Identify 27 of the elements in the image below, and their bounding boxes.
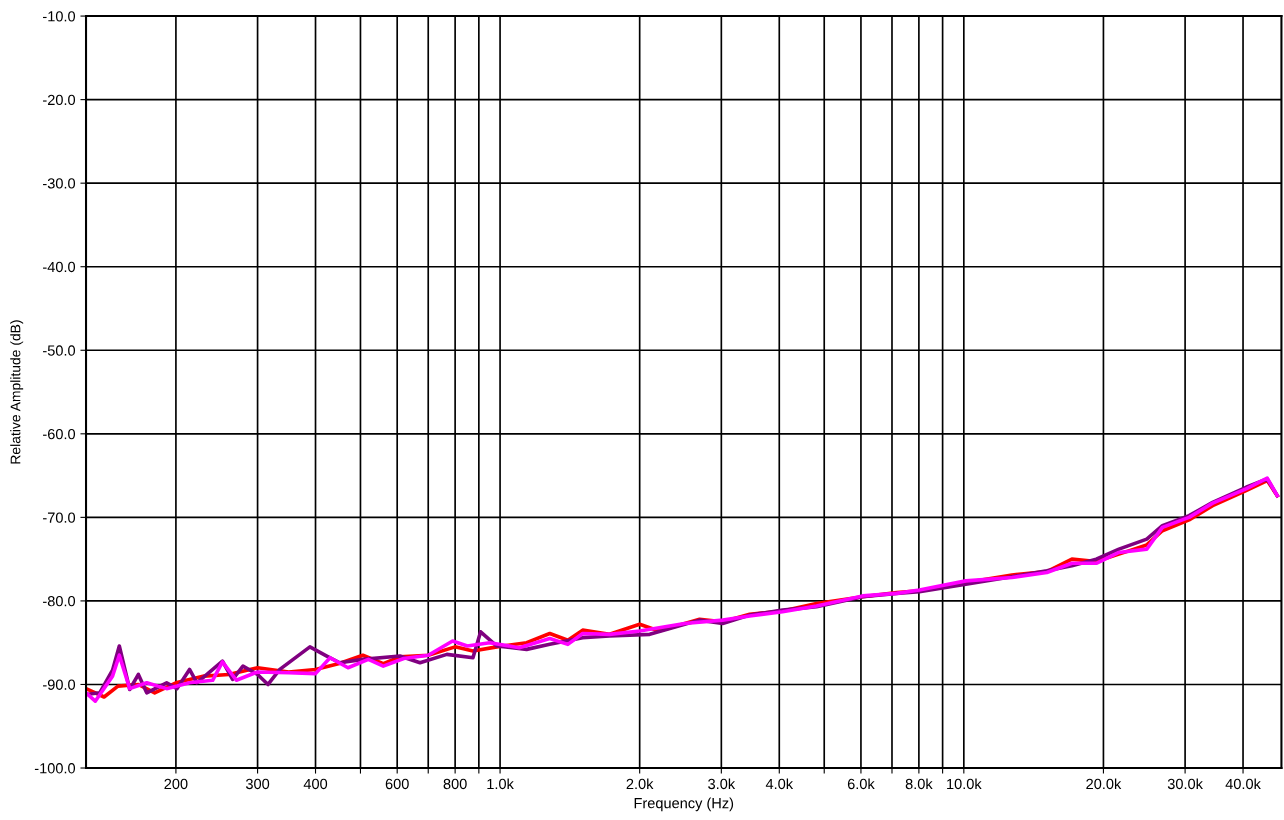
x-tick-label: 400 — [303, 778, 328, 790]
y-tick-label: -10.0 — [43, 11, 76, 22]
x-tick-label: 3.0k — [708, 778, 736, 790]
x-tick-label: 40.0k — [1225, 778, 1261, 790]
x-axis-title: Frequency (Hz) — [634, 797, 734, 812]
x-tick-label: 1.0k — [487, 778, 514, 790]
y-tick-label: -20.0 — [43, 94, 76, 106]
y-tick-label: -40.0 — [43, 261, 76, 273]
y-tick-label: -60.0 — [43, 428, 76, 440]
x-tick-label: 2.0k — [626, 778, 654, 790]
x-tick-label: 10.0k — [947, 778, 982, 790]
x-tick-label: 30.0k — [1167, 778, 1203, 790]
y-tick-label: -90.0 — [43, 679, 76, 690]
x-tick-label: 20.0k — [1086, 778, 1122, 790]
x-tick-label: 6.0k — [847, 778, 875, 790]
y-axis-title: Relative Amplitude (dB) — [10, 320, 24, 464]
y-tick-label: -30.0 — [43, 178, 76, 189]
x-tick-label: 200 — [164, 778, 188, 790]
x-tick-label: 300 — [245, 778, 270, 790]
x-tick-label: 600 — [385, 778, 409, 790]
y-tick-label: -70.0 — [43, 512, 76, 523]
x-tick-label: 8.0k — [905, 778, 933, 790]
x-tick-label: 4.0k — [765, 778, 794, 790]
y-tick-label: -100.0 — [34, 763, 76, 774]
x-tick-label: 800 — [443, 778, 467, 790]
y-tick-label: -80.0 — [43, 596, 76, 607]
y-tick-label: -50.0 — [43, 345, 76, 356]
